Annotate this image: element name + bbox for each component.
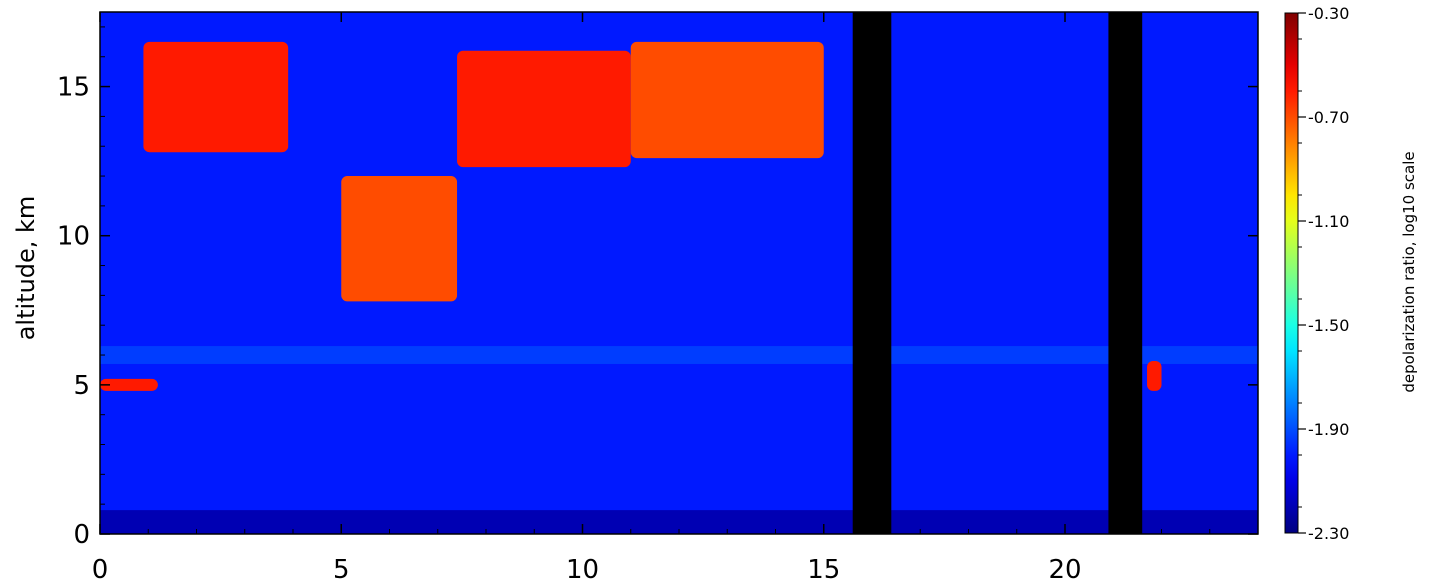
colorbar-tick-label: -1.90 (1308, 420, 1349, 439)
colorbar-label: depolarization ratio, log10 scale (1400, 151, 1418, 392)
cloud-layer-2 (457, 50, 631, 168)
heatmap-plot-area (99, 11, 1259, 535)
y-axis: 0 5 10 15 (57, 26, 1258, 550)
x-tick-label-10: 10 (566, 555, 599, 585)
colorbar-tick-label: -0.70 (1308, 108, 1349, 127)
colorbar-gradient (1284, 12, 1299, 534)
y-tick-label-0: 0 (73, 520, 90, 550)
cloud-layer-0 (143, 41, 289, 153)
cloud-layer-4 (100, 378, 158, 391)
colorbar-tick-label: -1.10 (1308, 212, 1349, 231)
x-tick-label-15: 15 (807, 555, 840, 585)
x-tick-label-20: 20 (1048, 555, 1081, 585)
cloud-layer-3 (630, 41, 824, 159)
no-data-gap-0 (852, 12, 892, 534)
no-data-gap-1 (1108, 12, 1143, 534)
colorbar-tick-label: -1.50 (1308, 316, 1349, 335)
x-axis: 0 5 10 15 20 (92, 12, 1211, 585)
x-tick-label-5: 5 (333, 555, 350, 585)
cloud-layer-5 (1147, 360, 1162, 391)
y-tick-label-15: 15 (57, 73, 90, 103)
cloud-layer-1 (341, 176, 458, 302)
x-tick-label-0: 0 (92, 555, 109, 585)
y-tick-label-10: 10 (57, 222, 90, 252)
y-axis-label: altitude, km (12, 196, 40, 341)
colorbar: -0.30 -0.70 -1.10 -1.50 -1.90 -2.30 (1284, 4, 1349, 543)
y-tick-label-5: 5 (73, 371, 90, 401)
colorbar-tick-label: -0.30 (1308, 4, 1349, 23)
colorbar-tick-label: -2.30 (1308, 524, 1349, 543)
